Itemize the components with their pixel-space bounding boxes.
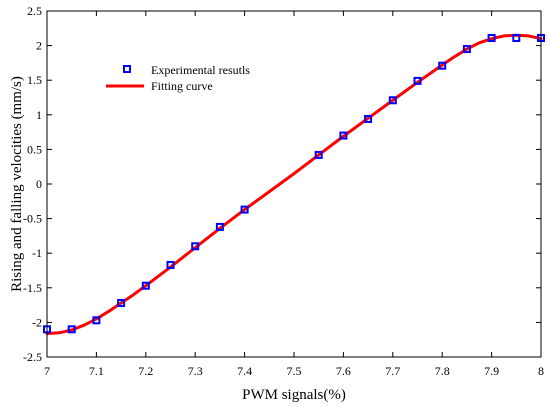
x-tick-label: 7.7 bbox=[385, 364, 400, 378]
legend-label-fitting: Fitting curve bbox=[151, 79, 213, 93]
experimental-point bbox=[92, 316, 101, 325]
experimental-point bbox=[141, 281, 150, 290]
x-tick-label: 7.1 bbox=[89, 364, 104, 378]
y-tick-label: -2.5 bbox=[23, 350, 42, 364]
plot-frame bbox=[46, 10, 542, 358]
legend-marker-experimental bbox=[123, 65, 131, 73]
x-tick-label: 7 bbox=[44, 364, 50, 378]
y-tick-label: 0.5 bbox=[27, 142, 42, 156]
experimental-point bbox=[339, 131, 348, 140]
legend: Experimental resutls Fitting curve bbox=[106, 63, 250, 93]
y-axis-label: Rising and falling velocities (mm/s) bbox=[9, 76, 25, 292]
y-tick-label: -1 bbox=[32, 246, 42, 260]
x-tick-label: 8 bbox=[538, 364, 544, 378]
y-tick-label: 1 bbox=[36, 108, 42, 122]
experimental-point bbox=[462, 45, 471, 54]
experimental-point bbox=[438, 61, 447, 70]
x-tick-label: 7.6 bbox=[336, 364, 351, 378]
experimental-point bbox=[191, 242, 200, 251]
y-tick-label: 1.5 bbox=[27, 73, 42, 87]
x-tick-label: 7.5 bbox=[287, 364, 302, 378]
y-tick-label: 0 bbox=[36, 177, 42, 191]
experimental-point bbox=[215, 222, 224, 231]
y-tick-label: -1.5 bbox=[23, 281, 42, 295]
experimental-point bbox=[67, 325, 76, 334]
experimental-point bbox=[240, 205, 249, 214]
x-tick-label: 7.3 bbox=[188, 364, 203, 378]
y-tick-label: 2.5 bbox=[27, 4, 42, 18]
y-tick-label: -0.5 bbox=[23, 212, 42, 226]
series-layer bbox=[43, 33, 545, 335]
x-tick-label: 7.9 bbox=[484, 364, 499, 378]
experimental-point bbox=[512, 33, 521, 42]
y-tick-label: 2 bbox=[36, 39, 42, 53]
experimental-point bbox=[487, 33, 496, 42]
x-tick-label: 7.2 bbox=[138, 364, 153, 378]
experimental-point bbox=[388, 96, 397, 105]
experimental-point bbox=[413, 76, 422, 85]
y-tick-label: -2 bbox=[32, 315, 42, 329]
x-tick-label: 7.8 bbox=[435, 364, 450, 378]
experimental-point bbox=[117, 299, 126, 308]
experimental-point bbox=[314, 150, 323, 159]
experimental-point bbox=[364, 114, 373, 123]
legend-label-experimental: Experimental resutls bbox=[151, 63, 250, 77]
fitting-curve-line bbox=[45, 33, 543, 335]
x-tick-label: 7.4 bbox=[237, 364, 252, 378]
x-axis-label: PWM signals(%) bbox=[242, 387, 346, 403]
experimental-point bbox=[166, 260, 175, 269]
ticks-layer: 7 7.1 7.2 7.3 7.4 7.5 7.6 7.7 7.8 7.9 8 2.5 2 1.5 1 0.5… bbox=[23, 4, 544, 378]
